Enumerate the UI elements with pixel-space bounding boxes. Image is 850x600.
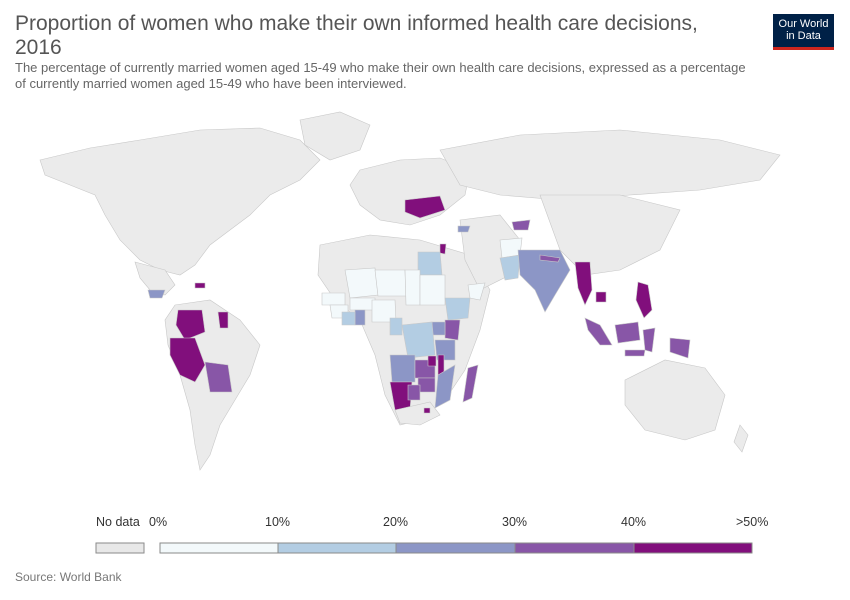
country-mozambique[interactable]	[434, 364, 456, 409]
country-jordan[interactable]	[439, 243, 447, 255]
logo-line-2: in Data	[786, 30, 821, 42]
legend-bin-30-40	[514, 542, 635, 554]
region-north-america[interactable]	[39, 127, 321, 276]
country-drc[interactable]	[401, 321, 436, 359]
country-angola[interactable]	[389, 354, 416, 383]
country-indonesia-sumatra[interactable]	[584, 317, 613, 346]
region-australia[interactable]	[624, 359, 726, 441]
country-kenya[interactable]	[444, 319, 461, 341]
country-ethiopia[interactable]	[444, 297, 471, 321]
country-nepal[interactable]	[539, 254, 561, 263]
country-cameroon[interactable]	[389, 317, 403, 336]
legend-bin-40-50	[633, 542, 753, 554]
legend-no-data-label: No data	[96, 515, 140, 529]
legend-no-data-swatch	[95, 542, 145, 554]
chart-subtitle: The percentage of currently married wome…	[15, 60, 746, 91]
country-bolivia[interactable]	[204, 361, 233, 393]
country-ghana[interactable]	[354, 309, 366, 326]
country-myanmar[interactable]	[574, 261, 593, 306]
country-zimbabwe[interactable]	[417, 377, 436, 393]
legend-label-10: 10%	[265, 515, 291, 529]
country-guyana[interactable]	[217, 311, 229, 329]
chart-title: Proportion of women who make their own i…	[15, 12, 698, 59]
country-cambodia[interactable]	[595, 291, 607, 303]
region-new-zealand[interactable]	[733, 424, 749, 453]
country-ukraine[interactable]	[404, 195, 446, 219]
region-greenland[interactable]	[299, 111, 371, 161]
country-dominican-republic[interactable]	[194, 282, 206, 289]
legend-label-20: 20%	[383, 515, 409, 529]
country-mali[interactable]	[344, 267, 379, 299]
country-papua[interactable]	[669, 337, 691, 359]
country-pakistan[interactable]	[499, 254, 521, 281]
country-sudan[interactable]	[419, 274, 446, 306]
country-timor[interactable]	[624, 349, 646, 357]
country-cote-divoire[interactable]	[341, 311, 356, 326]
country-senegal[interactable]	[321, 292, 346, 306]
country-philippines[interactable]	[635, 281, 653, 319]
legend-bin-20-30	[395, 542, 516, 554]
legend-bin-10-20	[277, 542, 397, 554]
legend-label-0: 0%	[149, 515, 168, 529]
region-east-asia[interactable]	[539, 194, 681, 276]
country-egypt[interactable]	[417, 251, 443, 276]
country-somalia[interactable]	[467, 282, 486, 301]
logo-line-1: Our World	[778, 18, 829, 30]
country-kyrgyzstan[interactable]	[511, 219, 531, 231]
country-indonesia-borneo[interactable]	[614, 321, 641, 344]
country-honduras[interactable]	[147, 289, 166, 299]
region-mexico[interactable]	[134, 261, 176, 296]
legend-label-40: 40%	[621, 515, 647, 529]
legend-bin-0-10	[159, 542, 279, 554]
country-indonesia-sulawesi[interactable]	[642, 327, 656, 353]
source-note[interactable]: Source: World Bank	[15, 570, 122, 584]
country-armenia[interactable]	[457, 225, 471, 233]
region-russia[interactable]	[439, 129, 781, 201]
legend-label-30: 30%	[502, 515, 528, 529]
country-chad[interactable]	[404, 269, 421, 306]
country-niger[interactable]	[374, 269, 407, 297]
country-botswana[interactable]	[407, 384, 421, 401]
legend-label-50-plus: >50%	[736, 515, 769, 529]
country-colombia[interactable]	[175, 309, 206, 341]
country-madagascar[interactable]	[462, 364, 479, 403]
owid-logo[interactable]: Our World in Data	[773, 14, 834, 50]
country-comoros-rwanda[interactable]	[427, 355, 437, 367]
legend	[95, 542, 753, 554]
country-lesotho[interactable]	[423, 407, 431, 414]
country-peru[interactable]	[169, 337, 206, 383]
country-uganda[interactable]	[431, 321, 446, 336]
country-india[interactable]	[517, 249, 571, 313]
country-burkina-faso[interactable]	[349, 297, 376, 311]
